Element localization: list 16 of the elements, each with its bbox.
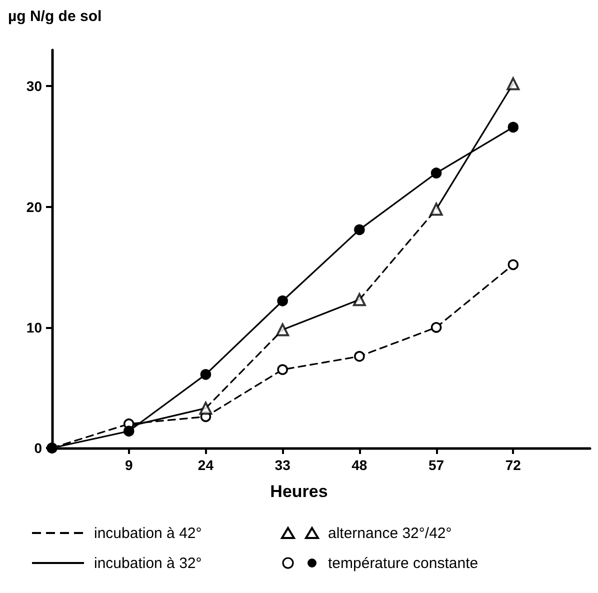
text: alternance 32°/42° [328, 524, 452, 542]
x-tick-label: 72 [505, 457, 522, 473]
x-tick-label: 9 [124, 457, 133, 473]
y-tick-label: 10 [26, 319, 42, 336]
y-tick-label: 20 [26, 198, 42, 215]
x-axis-title: Heures [269, 482, 329, 502]
text: incubation à 32° [94, 554, 202, 572]
y-axis-title: µg N/g de sol [8, 8, 102, 25]
text: incubation à 42° [94, 524, 202, 542]
y-tick-label: 0 [34, 440, 42, 456]
x-tick-label: 33 [274, 457, 291, 473]
x-tick-label: 57 [428, 457, 444, 473]
text: température constante [328, 554, 478, 572]
y-tick-label: 30 [26, 78, 42, 94]
x-tick-label: 24 [198, 457, 214, 473]
x-tick-label: 48 [352, 457, 368, 473]
